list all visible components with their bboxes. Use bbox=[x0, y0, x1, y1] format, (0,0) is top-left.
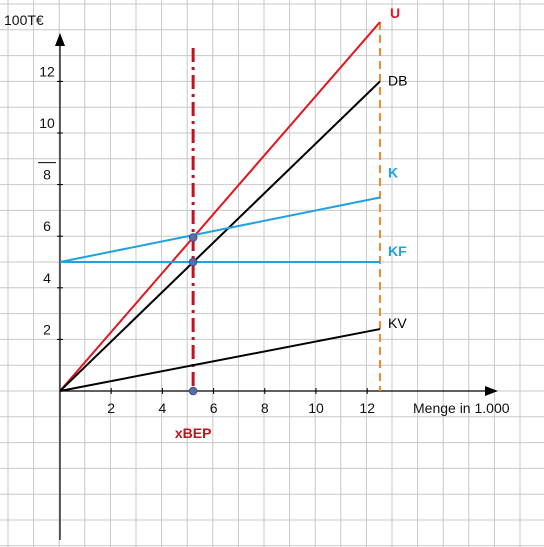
y-tick-label: 4 bbox=[43, 270, 51, 286]
series-label-db: DB bbox=[388, 72, 407, 88]
x-axis-title: Menge in 1.000 bbox=[413, 400, 510, 416]
y-tick-label: 2 bbox=[43, 321, 51, 337]
series-lines bbox=[59, 21, 381, 392]
series-labels: xBEP U DB K KF KV bbox=[175, 5, 408, 441]
markers bbox=[188, 233, 198, 396]
x-tick-label: 8 bbox=[261, 400, 269, 416]
series-line-k bbox=[59, 196, 381, 263]
series-label-kv: KV bbox=[388, 315, 407, 331]
y-tick-label: 8 bbox=[43, 167, 51, 183]
x-tick-label: 12 bbox=[359, 400, 375, 416]
tick-labels: 2 4 6 8 10 12 2 4 6 8 10 12 bbox=[38, 63, 375, 416]
x-tick-label: 4 bbox=[159, 400, 167, 416]
x-tick-label: 6 bbox=[210, 400, 218, 416]
y-tick-label: 10 bbox=[39, 115, 55, 131]
intersection-marker bbox=[188, 257, 198, 267]
series-line-kv bbox=[59, 328, 381, 392]
series-line-u bbox=[59, 21, 381, 392]
intersection-marker bbox=[188, 233, 198, 242]
series-label-kf: KF bbox=[388, 243, 407, 259]
series-label-k: K bbox=[388, 165, 398, 181]
reference-label-xbep: xBEP bbox=[175, 425, 212, 441]
axes bbox=[55, 33, 498, 540]
series-line-db bbox=[59, 80, 381, 392]
x-axis-arrow bbox=[485, 386, 498, 396]
x-tick-label: 10 bbox=[308, 400, 324, 416]
y-tick-label: 12 bbox=[39, 63, 55, 79]
y-tick-label: 6 bbox=[43, 218, 51, 234]
x-tick-label: 2 bbox=[107, 400, 115, 416]
series-label-u: U bbox=[390, 5, 400, 21]
y-axis-title: 100T€ bbox=[4, 12, 44, 28]
intersection-marker bbox=[188, 386, 198, 396]
reference-lines bbox=[191, 22, 381, 391]
y-axis-arrow bbox=[55, 33, 65, 46]
